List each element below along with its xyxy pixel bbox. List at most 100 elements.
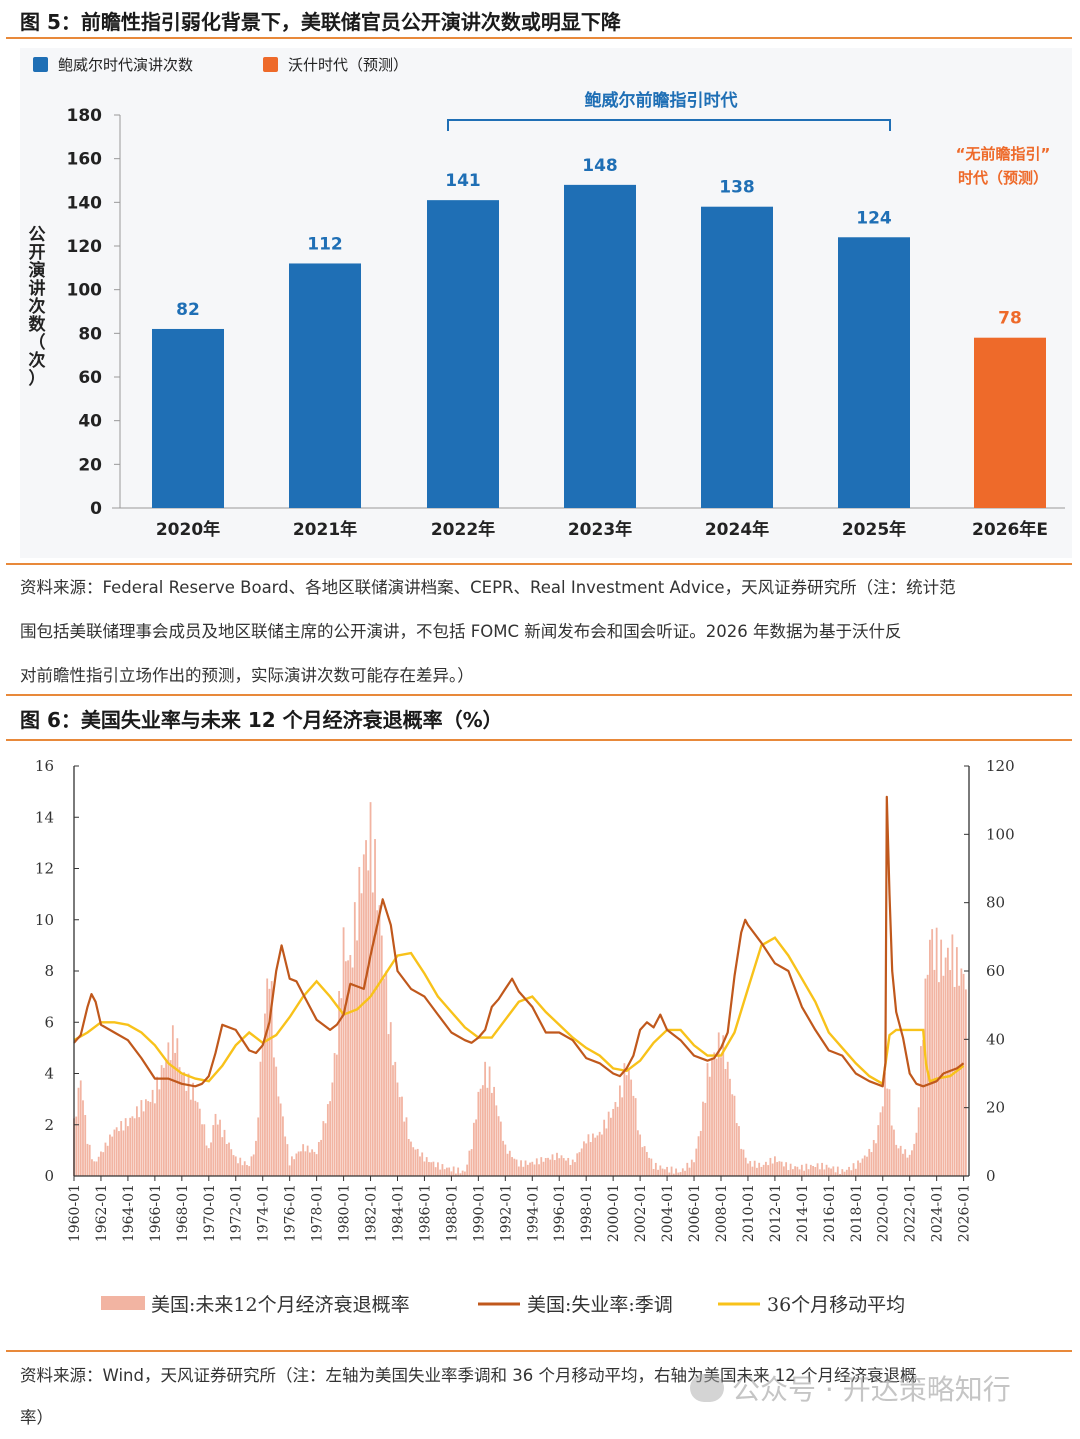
recession-prob-bar [915,1132,918,1176]
chart6-legend: 美国:未来12个月经济衰退概率 美国:失业率:季调 36个月移动平均 [101,1294,905,1316]
recession-prob-bar [848,1166,850,1176]
recession-prob-bar [904,1149,907,1176]
recession-prob-bar [877,1125,880,1176]
recession-prob-bar [758,1162,761,1176]
recession-prob-bar [326,1104,329,1176]
x-tick-label: 2000-01 [606,1184,622,1242]
recession-prob-bar [481,1085,484,1176]
recession-prob-bar [526,1164,529,1176]
recession-prob-bar [531,1161,534,1176]
recession-prob-bar [75,1116,78,1176]
recession-prob-bar [601,1134,603,1176]
y-tick-label: 40 [78,412,102,432]
annotation-warsh-era-line2: 时代（预测） [958,169,1048,187]
recession-prob-bar [423,1161,426,1176]
bar-value-label: 141 [445,171,481,191]
recession-prob-bar [756,1167,758,1176]
watermark-text: 公众号 · 开达策略知行 [732,1373,1011,1406]
recession-prob-bar [774,1156,776,1176]
recession-prob-bar [349,955,352,1176]
recession-prob-bar [129,1117,132,1176]
recession-prob-bar [392,1065,394,1176]
recession-prob-bar [79,1080,82,1176]
recession-prob-bar [962,973,965,1176]
recession-prob-bar [807,1169,810,1176]
recession-prob-bar [933,969,936,1176]
recession-prob-bar [367,870,370,1176]
y-tick-label: 140 [67,193,103,213]
figure6-bottom-rule [6,1350,1072,1352]
x-tick-label: 2006-01 [687,1184,703,1242]
figure5-note-line: 围包括美联储理事会成员及地区联储主席的公开演讲，不包括 FOMC 新闻发布会和国… [20,622,902,641]
recession-prob-bar [488,1066,491,1176]
recession-prob-bar [437,1162,439,1176]
recession-prob-bar [845,1169,848,1176]
recession-prob-bar [944,957,947,1176]
recession-prob-bar [338,990,340,1176]
recession-prob-bar [744,1157,747,1176]
recession-prob-bar [248,1166,251,1176]
recession-prob-bar [365,840,367,1176]
recession-prob-bar [183,1072,185,1176]
recession-prob-bar [567,1157,570,1176]
recession-prob-bar [574,1162,576,1176]
recession-prob-bar [410,1141,412,1176]
recession-prob-bar [571,1159,574,1176]
recession-prob-bar [192,1082,194,1176]
recession-prob-bar [255,1140,257,1176]
recession-prob-bar [441,1164,444,1176]
recession-prob-bar [468,1150,471,1176]
recession-prob-bar [639,1134,642,1176]
recession-prob-bar [405,1117,408,1176]
recession-prob-bar [960,968,963,1176]
recession-prob-bar [549,1159,552,1176]
recession-prob-bar [787,1170,790,1176]
figure5-note-rule [6,694,1072,696]
x-tick-label: 1976-01 [283,1184,299,1242]
recession-prob-bar [331,1082,334,1176]
recession-prob-bar [452,1166,455,1176]
recession-prob-bar [722,1035,725,1176]
recession-prob-bar [760,1166,763,1176]
x-tick-label: 2023年 [568,519,632,540]
recession-prob-bar [147,1101,150,1176]
recession-prob-bar [724,1069,727,1176]
recession-prob-bar [782,1166,785,1176]
recession-prob-bar [311,1149,314,1176]
recession-prob-bar [529,1162,531,1176]
y-tick-label: 120 [67,237,103,257]
recession-prob-bar [663,1169,666,1176]
bar [564,184,636,508]
recession-prob-bar [149,1101,152,1176]
recession-prob-bar [104,1142,107,1176]
recession-prob-bar [504,1144,507,1176]
recession-prob-bar [924,978,927,1176]
recession-prob-bar [497,1116,500,1176]
recession-prob-bar [466,1164,469,1176]
recession-prob-bar [416,1148,419,1176]
recession-prob-bar [82,1100,84,1176]
recession-prob-bar [556,1152,558,1176]
recession-prob-bar [596,1135,599,1176]
recession-prob-bar [360,893,363,1176]
recession-prob-bar [111,1136,114,1176]
recession-prob-bar [791,1169,794,1176]
recession-prob-bar [704,1102,707,1176]
recession-prob-bar [100,1151,102,1176]
right-y-tick-label: 80 [986,894,1005,912]
recession-prob-bar [383,978,385,1176]
recession-prob-bar [884,1072,886,1176]
recession-prob-bar [495,1105,498,1176]
x-tick-label: 2012-01 [768,1184,784,1242]
recession-prob-bar [151,1089,154,1176]
x-tick-label: 2002-01 [633,1184,649,1242]
recession-prob-bar [77,1087,80,1176]
recession-prob-bar [603,1119,606,1176]
x-tick-label: 1980-01 [337,1184,353,1242]
recession-prob-bar [881,1106,884,1176]
recession-prob-bar [479,1088,482,1176]
recession-prob-bar [875,1143,877,1176]
recession-prob-bar [203,1124,206,1176]
left-y-tick-label: 6 [44,1013,54,1031]
recession-prob-bar [387,1034,390,1176]
